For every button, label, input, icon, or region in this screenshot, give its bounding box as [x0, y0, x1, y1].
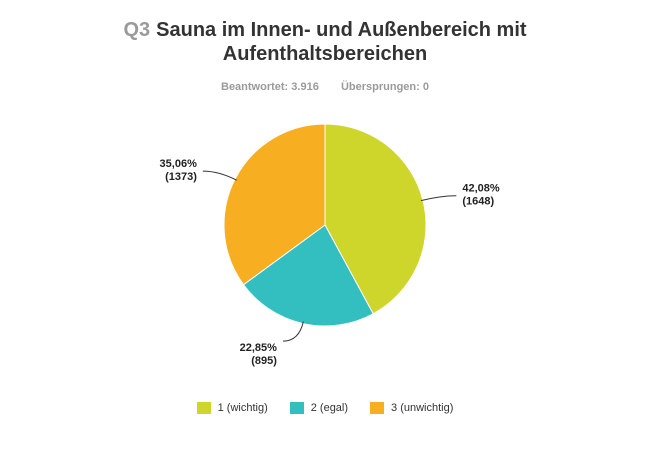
- slice-count-label-2: (895): [251, 355, 277, 367]
- legend-item-3[interactable]: 3 (unwichtig): [370, 402, 453, 414]
- answered-label: Beantwortet:: [221, 81, 289, 93]
- leader-line-1: [420, 195, 457, 202]
- leader-line-3: [202, 170, 237, 181]
- legend-label-2: 2 (egal): [310, 402, 349, 414]
- skipped-value: 0: [422, 81, 429, 93]
- leader-line-2: [282, 321, 304, 342]
- legend-item-2[interactable]: 2 (egal): [289, 402, 349, 414]
- title-block: Q3 Sauna im Innen- und Außenbereich mit A…: [0, 18, 650, 66]
- slice-count-label-1: (1648): [462, 196, 494, 208]
- slice-percent-label-2: 22,85%: [240, 342, 278, 354]
- slice-percent-label-1: 42,08%: [462, 183, 500, 195]
- answered-value: 3.916: [291, 81, 319, 93]
- skipped-label: Übersprungen:: [340, 81, 420, 93]
- slice-percent-label-3: 35,06%: [160, 158, 198, 170]
- legend-swatch-2: [289, 402, 304, 414]
- question-number: Q3: [123, 19, 151, 41]
- response-stats: Beantwortet: 3.916 Übersprungen: 0: [0, 81, 650, 93]
- legend-item-1[interactable]: 1 (wichtig): [196, 402, 268, 414]
- legend-label-1: 1 (wichtig): [217, 402, 268, 414]
- legend-swatch-3: [370, 402, 385, 414]
- legend-label-3: 3 (unwichtig): [391, 402, 454, 414]
- slice-count-label-3: (1373): [165, 171, 197, 183]
- question-title: Sauna im Innen- und Außenbereich mit Auf…: [156, 19, 527, 65]
- chart-title: Q3 Sauna im Innen- und Außenbereich mit A…: [105, 18, 545, 66]
- legend-swatch-1: [196, 402, 211, 414]
- legend: 1 (wichtig) 2 (egal) 3 (unwichtig): [0, 402, 650, 414]
